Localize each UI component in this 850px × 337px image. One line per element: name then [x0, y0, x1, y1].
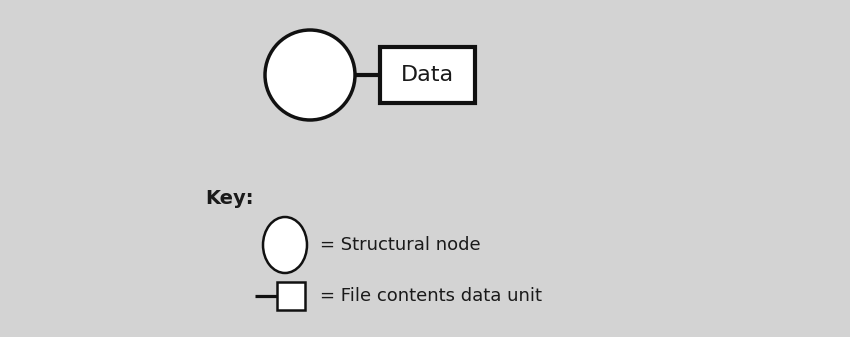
Bar	[380, 47, 475, 103]
Bar	[277, 282, 305, 310]
Text: Key:: Key:	[205, 188, 253, 208]
Circle shape	[265, 30, 355, 120]
Ellipse shape	[263, 217, 307, 273]
Text: = Structural node: = Structural node	[320, 236, 480, 254]
Text: = File contents data unit: = File contents data unit	[320, 287, 542, 305]
Text: Data: Data	[401, 65, 454, 85]
